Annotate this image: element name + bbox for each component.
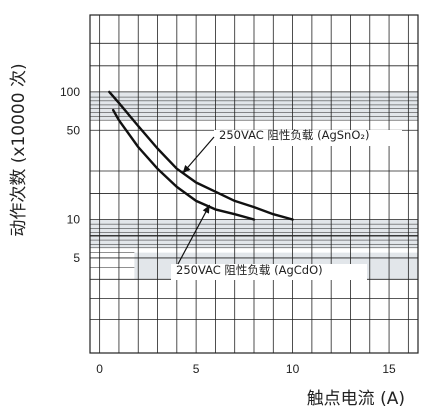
y-tick-label: 100	[60, 85, 80, 99]
tick-labels: 0 5 10 15 5 10 50 100	[60, 85, 396, 376]
annotation-label-1: 250VAC 阻性负载 (AgCdO)	[176, 263, 323, 277]
annotation-label-0: 250VAC 阻性负载 (AgSnO₂)	[219, 128, 369, 142]
x-tick-label: 10	[286, 362, 300, 376]
y-tick-label: 10	[67, 213, 81, 227]
annotation-box-1	[171, 264, 367, 280]
series-line-1	[112, 108, 256, 221]
curves	[108, 90, 294, 221]
x-tick-label: 5	[193, 362, 200, 376]
annotation-arrowhead-1	[202, 204, 210, 214]
annotation-leader-1	[177, 204, 211, 265]
annotation-arrowhead-0	[182, 164, 191, 174]
x-axis-title: 触点电流 (A)	[307, 389, 405, 409]
x-tick-label: 0	[96, 362, 103, 376]
series-line-0	[108, 90, 294, 221]
x-tick-label: 15	[382, 362, 396, 376]
annotations: 250VAC 阻性负载 (AgSnO₂) 250VAC 阻性负载 (AgCdO)	[171, 128, 402, 280]
annotation-box-0	[214, 130, 402, 146]
annotation-leader-0	[182, 136, 215, 174]
y-axis-title: 动作次数 (x10000 次)	[9, 63, 29, 236]
plot-frame	[89, 14, 419, 354]
grid-lines	[89, 14, 419, 354]
y-tick-label: 50	[67, 123, 81, 137]
y-tick-label: 5	[73, 251, 80, 265]
